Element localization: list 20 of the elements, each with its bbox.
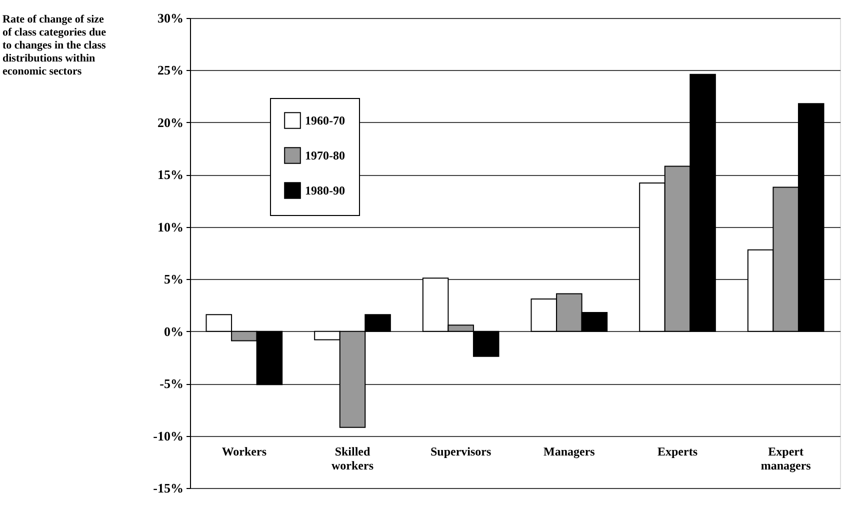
x-tick-label: Workers xyxy=(222,444,267,458)
y-tick-label: 20% xyxy=(158,114,184,130)
legend-label: 1960-70 xyxy=(305,114,345,128)
legend-label: 1980-90 xyxy=(305,184,345,198)
x-tick-label: Experts xyxy=(658,444,698,458)
y-tick-label: -10% xyxy=(153,428,184,444)
x-tick-label: Expert managers xyxy=(760,444,812,472)
y-tick-label: -15% xyxy=(153,480,184,496)
y-tick-label: 25% xyxy=(158,62,184,78)
x-tick-label: Skilled workers xyxy=(332,444,374,472)
legend-label: 1970-80 xyxy=(305,148,345,162)
y-tick-label: 10% xyxy=(158,219,184,234)
y-axis-title: Rate of change of size of class categories due to changes in the class distributions within economic sectors xyxy=(2,14,106,78)
y-tick-label: 15% xyxy=(158,167,184,182)
y-tick-label: -5% xyxy=(160,376,184,392)
x-tick-label: Supervisors xyxy=(430,444,492,458)
y-tick-label: 0% xyxy=(164,324,184,339)
y-tick-label: 5% xyxy=(164,272,184,287)
y-tick-label: 30% xyxy=(158,10,184,26)
x-tick-label: Managers xyxy=(544,444,596,458)
